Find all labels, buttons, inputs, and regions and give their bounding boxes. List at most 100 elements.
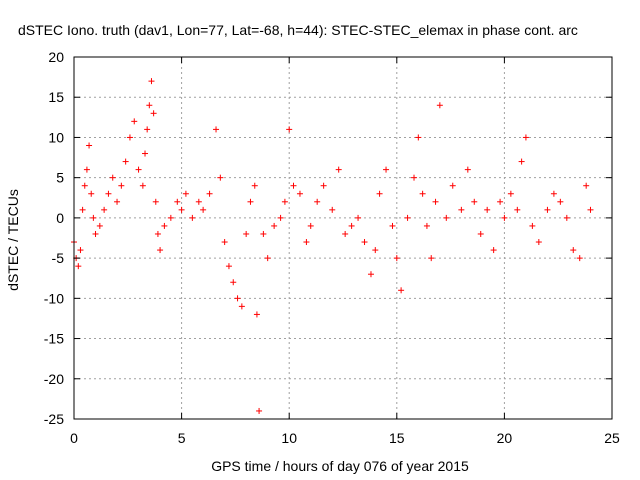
data-point xyxy=(398,287,405,294)
data-point xyxy=(253,311,260,318)
data-point xyxy=(135,166,142,173)
data-point xyxy=(200,206,207,213)
data-point xyxy=(114,198,121,205)
data-point xyxy=(428,255,435,262)
data-point xyxy=(238,303,245,310)
data-point xyxy=(432,198,439,205)
data-point xyxy=(563,214,570,221)
y-tick-label: 20 xyxy=(48,49,64,65)
data-point xyxy=(570,247,577,254)
x-tick-labels: 0 5 10 15 20 25 xyxy=(70,430,620,446)
data-point xyxy=(247,198,254,205)
y-axis-label: dSTEC / TECUs xyxy=(5,189,21,291)
data-point xyxy=(367,271,374,278)
data-point xyxy=(101,206,108,213)
data-point xyxy=(471,198,478,205)
data-point xyxy=(256,407,263,414)
data-point xyxy=(271,222,278,229)
data-point xyxy=(383,166,390,173)
grid-lines xyxy=(74,57,612,419)
data-point xyxy=(146,102,153,109)
data-point xyxy=(342,230,349,237)
data-point xyxy=(355,214,362,221)
x-tick-label: 5 xyxy=(178,430,186,446)
data-point xyxy=(522,134,529,141)
data-point xyxy=(243,230,250,237)
data-point xyxy=(544,206,551,213)
data-point xyxy=(419,190,426,197)
data-point xyxy=(348,222,355,229)
x-tick-label: 25 xyxy=(604,430,620,446)
data-point xyxy=(583,182,590,189)
data-point xyxy=(264,255,271,262)
data-point xyxy=(490,247,497,254)
data-point xyxy=(86,142,93,149)
data-point xyxy=(118,182,125,189)
data-point xyxy=(230,279,237,286)
data-point xyxy=(174,198,181,205)
data-point xyxy=(92,230,99,237)
x-tick-label: 15 xyxy=(389,430,405,446)
data-point xyxy=(550,190,557,197)
data-point xyxy=(77,247,84,254)
data-point xyxy=(131,118,138,125)
data-point xyxy=(411,174,418,181)
data-point xyxy=(576,255,583,262)
data-point xyxy=(314,198,321,205)
data-point xyxy=(518,158,525,165)
data-point xyxy=(307,222,314,229)
y-tick-label: 5 xyxy=(56,170,64,186)
y-tick-label: 10 xyxy=(48,129,64,145)
data-point xyxy=(75,263,82,270)
data-point xyxy=(213,126,220,133)
data-point xyxy=(195,198,202,205)
data-point xyxy=(281,198,288,205)
data-points xyxy=(71,78,594,414)
data-point xyxy=(557,198,564,205)
data-point xyxy=(372,247,379,254)
data-point xyxy=(290,182,297,189)
data-point xyxy=(81,182,88,189)
data-point xyxy=(329,206,336,213)
x-tick-label: 10 xyxy=(281,430,297,446)
data-point xyxy=(277,214,284,221)
data-point xyxy=(152,198,159,205)
x-tick-label: 0 xyxy=(70,430,78,446)
data-point xyxy=(126,134,133,141)
data-point xyxy=(142,150,149,157)
data-point xyxy=(296,190,303,197)
data-point xyxy=(122,158,129,165)
data-point xyxy=(320,182,327,189)
plot-frame xyxy=(73,56,613,420)
y-tick-label: -25 xyxy=(44,411,64,427)
data-point xyxy=(90,214,97,221)
data-point xyxy=(423,222,430,229)
data-point xyxy=(144,126,151,133)
data-point xyxy=(189,214,196,221)
data-point xyxy=(535,239,542,246)
data-point xyxy=(96,222,103,229)
data-point xyxy=(234,295,241,302)
data-point xyxy=(389,222,396,229)
y-tick-label: 15 xyxy=(48,89,64,105)
data-point xyxy=(529,222,536,229)
data-point xyxy=(393,255,400,262)
data-point xyxy=(206,190,213,197)
data-point xyxy=(217,174,224,181)
data-point xyxy=(178,206,185,213)
data-point xyxy=(497,198,504,205)
data-point xyxy=(449,182,456,189)
x-axis-label: GPS time / hours of day 076 of year 2015 xyxy=(211,458,469,474)
y-tick-label: -15 xyxy=(44,331,64,347)
data-point xyxy=(109,174,116,181)
data-point xyxy=(415,134,422,141)
data-point xyxy=(148,78,155,85)
y-tick-labels: -25 -20 -15 -10 -5 0 5 10 15 20 xyxy=(44,49,64,427)
data-point xyxy=(477,230,484,237)
y-tick-label: -5 xyxy=(52,250,65,266)
data-point xyxy=(484,206,491,213)
data-point xyxy=(361,239,368,246)
y-tick-label: 0 xyxy=(56,210,64,226)
data-point xyxy=(587,206,594,213)
